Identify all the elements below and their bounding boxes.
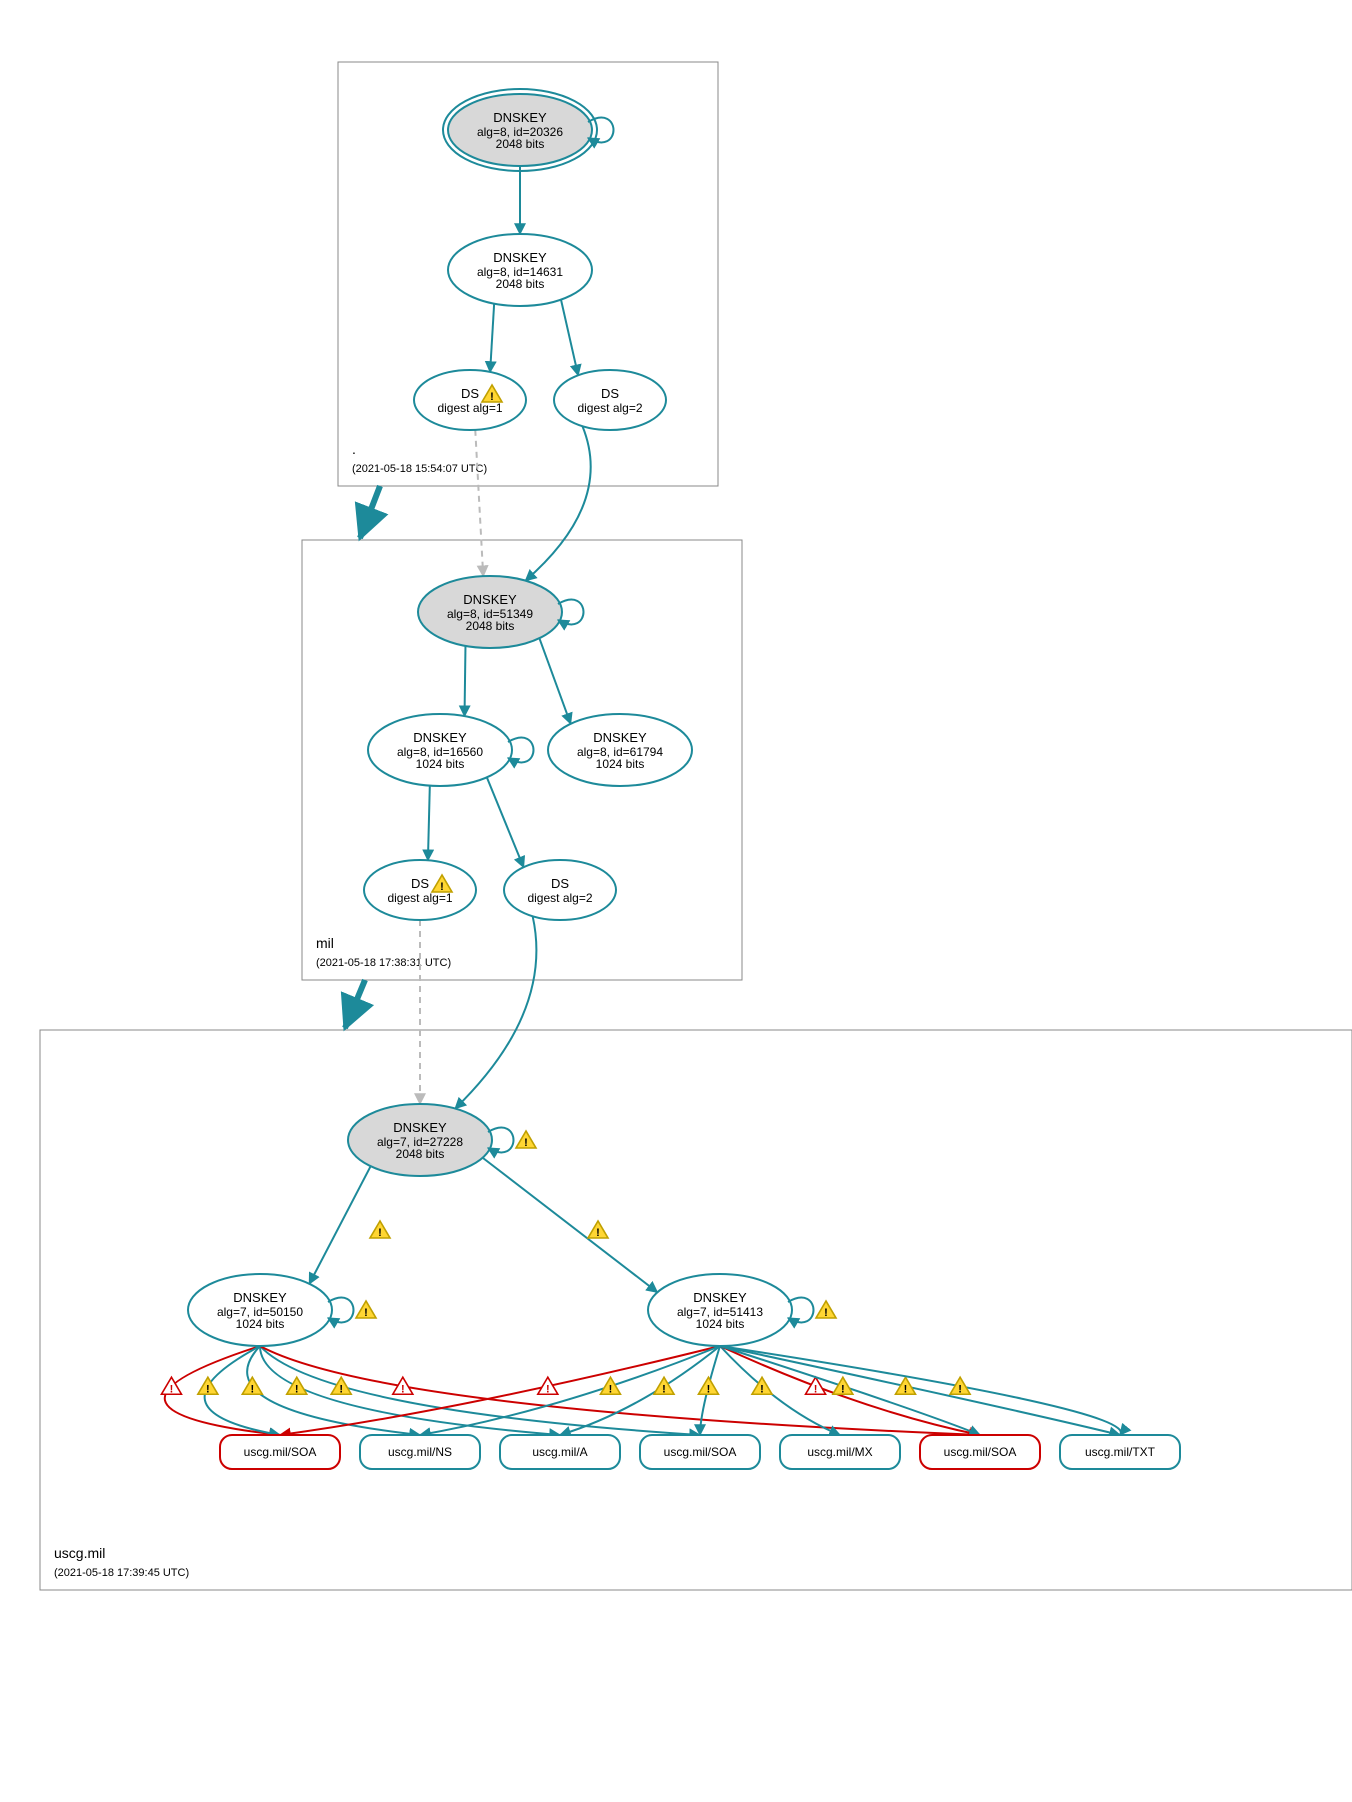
edge: [539, 638, 570, 724]
error-icon: !: [538, 1377, 558, 1395]
warning-icon: !: [198, 1377, 218, 1395]
warning-icon: !: [242, 1377, 262, 1395]
zone-label: .: [352, 441, 356, 457]
svg-text:uscg.mil/A: uscg.mil/A: [532, 1445, 587, 1459]
svg-text:!: !: [814, 1383, 818, 1395]
warning-icon: !: [896, 1377, 916, 1395]
svg-text:2048 bits: 2048 bits: [496, 137, 545, 151]
svg-text:!: !: [378, 1227, 382, 1239]
error-icon: !: [393, 1377, 413, 1395]
svg-text:!: !: [760, 1383, 764, 1395]
warning-icon: !: [698, 1377, 718, 1395]
warning-icon: !: [950, 1377, 970, 1395]
svg-text:!: !: [170, 1383, 174, 1395]
sig-edge: [560, 1346, 720, 1435]
edge: [455, 916, 536, 1108]
svg-text:2048 bits: 2048 bits: [466, 619, 515, 633]
svg-text:1024 bits: 1024 bits: [596, 757, 645, 771]
edge: [487, 777, 524, 867]
warning-icon: !: [833, 1377, 853, 1395]
edge: [309, 1166, 370, 1284]
edge: [428, 786, 430, 861]
svg-text:uscg.mil/MX: uscg.mil/MX: [807, 1445, 872, 1459]
zone-timestamp: (2021-05-18 17:39:45 UTC): [54, 1567, 189, 1579]
sig-edge: [720, 1346, 1120, 1435]
node-title: DNSKEY: [593, 730, 647, 745]
warning-icon: !: [654, 1377, 674, 1395]
warning-icon: !: [816, 1301, 836, 1319]
zone-arrow: [345, 980, 365, 1028]
zone-timestamp: (2021-05-18 15:54:07 UTC): [352, 463, 487, 475]
svg-text:DS: DS: [461, 386, 479, 401]
svg-text:1024 bits: 1024 bits: [416, 757, 465, 771]
warning-icon: !: [331, 1377, 351, 1395]
warning-icon: !: [516, 1131, 536, 1149]
edge: [525, 426, 590, 581]
warning-icon: !: [588, 1221, 608, 1239]
dnssec-diagram: . (2021-05-18 15:54:07 UTC) mil (2021-05-18…: [20, 20, 1352, 1782]
node-title: DNSKEY: [693, 1290, 747, 1305]
node-title: DNSKEY: [233, 1290, 287, 1305]
sig-edge: [260, 1346, 700, 1435]
svg-text:!: !: [364, 1307, 368, 1319]
svg-text:!: !: [546, 1383, 550, 1395]
zone-timestamp: (2021-05-18 17:38:31 UTC): [316, 957, 451, 969]
svg-text:uscg.mil/SOA: uscg.mil/SOA: [944, 1445, 1017, 1459]
svg-text:1024 bits: 1024 bits: [236, 1317, 285, 1331]
svg-text:!: !: [401, 1383, 405, 1395]
svg-text:!: !: [490, 391, 494, 403]
svg-text:uscg.mil/NS: uscg.mil/NS: [388, 1445, 452, 1459]
node-title: DNSKEY: [413, 730, 467, 745]
svg-text:digest alg=1: digest alg=1: [387, 891, 452, 905]
svg-text:DS: DS: [551, 876, 569, 891]
warning-icon: !: [600, 1377, 620, 1395]
svg-text:uscg.mil/TXT: uscg.mil/TXT: [1085, 1445, 1156, 1459]
node-title: DNSKEY: [493, 250, 547, 265]
svg-text:!: !: [250, 1383, 254, 1395]
svg-text:!: !: [662, 1383, 666, 1395]
warning-icon: !: [370, 1221, 390, 1239]
svg-text:uscg.mil/SOA: uscg.mil/SOA: [244, 1445, 317, 1459]
warning-icon: !: [356, 1301, 376, 1319]
zone-arrow: [360, 486, 380, 538]
node-title: DNSKEY: [393, 1120, 447, 1135]
svg-text:2048 bits: 2048 bits: [396, 1147, 445, 1161]
warning-icon: !: [287, 1377, 307, 1395]
edge: [561, 300, 578, 376]
svg-text:!: !: [339, 1383, 343, 1395]
edge: [465, 646, 466, 716]
svg-text:!: !: [440, 881, 444, 893]
svg-text:!: !: [824, 1307, 828, 1319]
svg-text:digest alg=2: digest alg=2: [527, 891, 592, 905]
svg-text:!: !: [904, 1383, 908, 1395]
svg-text:!: !: [295, 1383, 299, 1395]
svg-text:!: !: [206, 1383, 210, 1395]
svg-text:DS: DS: [411, 876, 429, 891]
svg-text:!: !: [524, 1137, 528, 1149]
node-title: DNSKEY: [493, 110, 547, 125]
edge: [483, 1158, 658, 1293]
zone-label: uscg.mil: [54, 1545, 105, 1561]
svg-text:digest alg=1: digest alg=1: [437, 401, 502, 415]
svg-text:1024 bits: 1024 bits: [696, 1317, 745, 1331]
edge: [490, 304, 494, 372]
edge: [475, 430, 483, 576]
svg-text:digest alg=2: digest alg=2: [577, 401, 642, 415]
svg-text:2048 bits: 2048 bits: [496, 277, 545, 291]
svg-text:!: !: [958, 1383, 962, 1395]
svg-text:DS: DS: [601, 386, 619, 401]
zone-label: mil: [316, 935, 334, 951]
node-title: DNSKEY: [463, 592, 517, 607]
svg-text:!: !: [707, 1383, 711, 1395]
svg-text:!: !: [841, 1383, 845, 1395]
svg-text:!: !: [596, 1227, 600, 1239]
sig-edge: [420, 1346, 720, 1435]
svg-text:uscg.mil/SOA: uscg.mil/SOA: [664, 1445, 737, 1459]
svg-text:!: !: [609, 1383, 613, 1395]
